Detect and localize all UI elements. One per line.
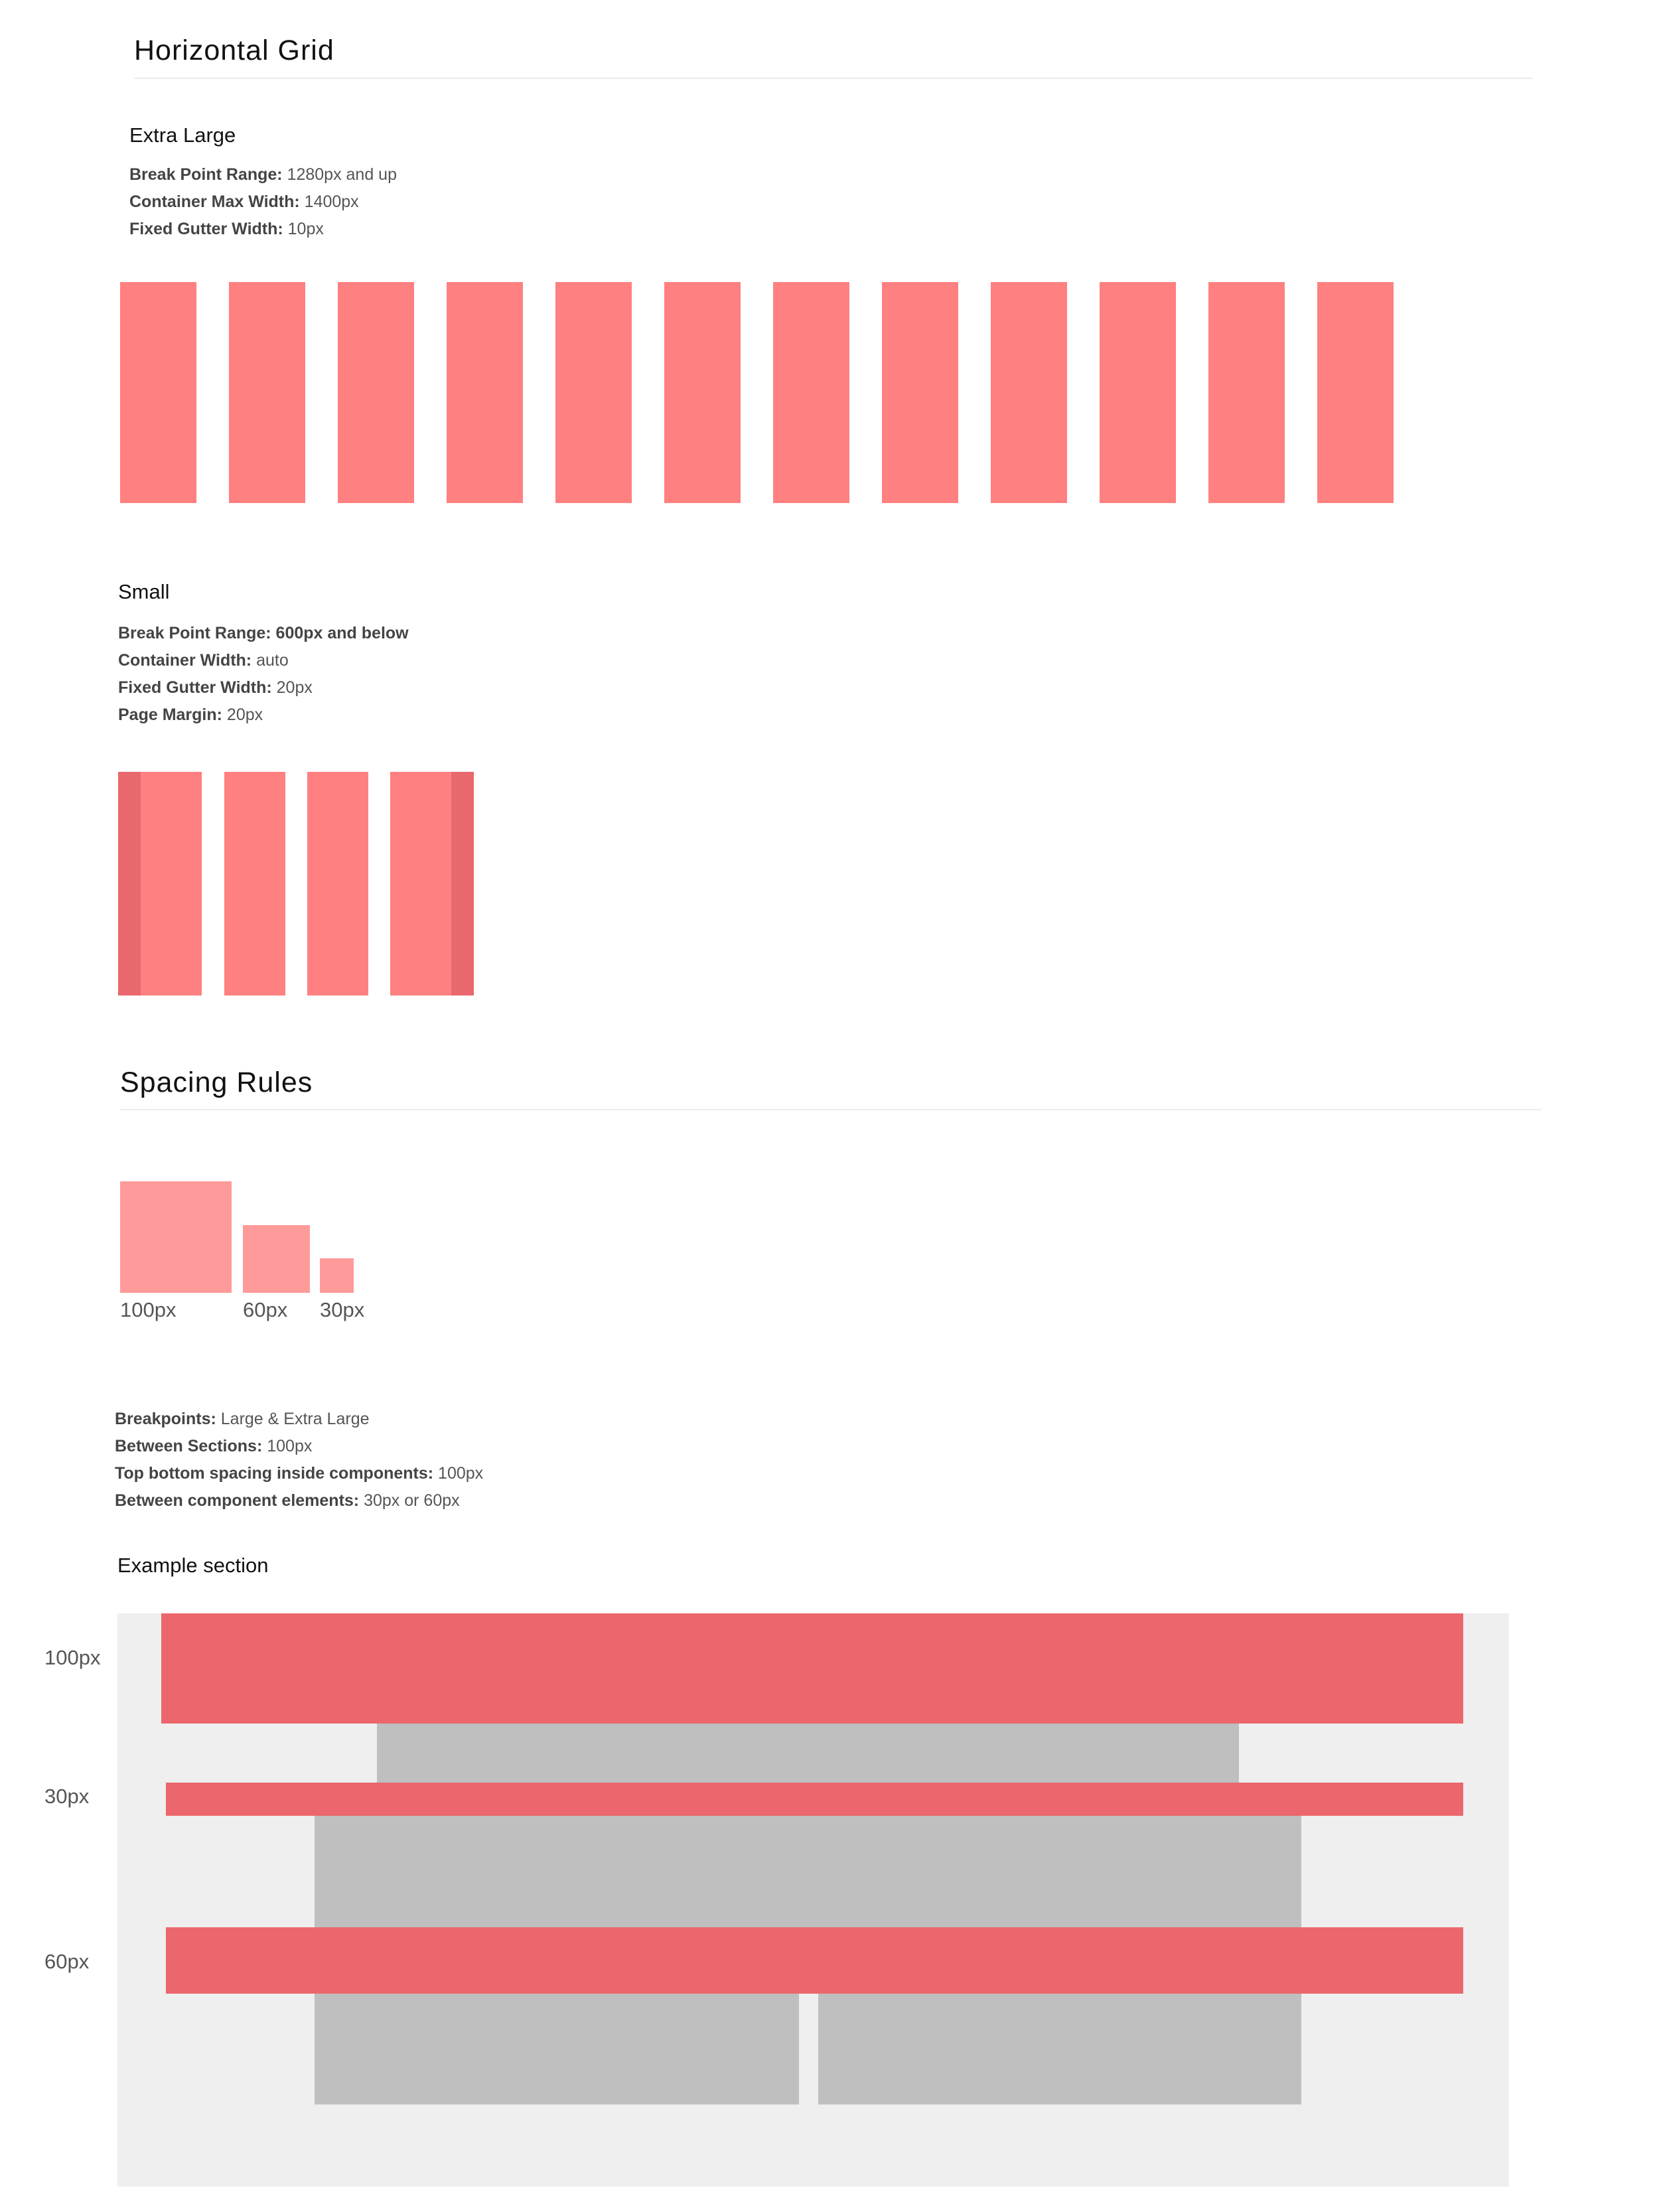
page-margin-right xyxy=(451,772,474,995)
grid-column xyxy=(1317,282,1394,503)
grid-column xyxy=(664,282,741,503)
spacer-label: 30px xyxy=(44,1785,90,1808)
extra-large-specs: Break Point Range: 1280px and up Contain… xyxy=(129,161,397,243)
spec-line: Top bottom spacing inside components: 10… xyxy=(115,1464,484,1483)
spacer-label: 100px xyxy=(44,1646,101,1669)
spacing-divider xyxy=(120,1109,1542,1110)
grid-column xyxy=(773,282,849,503)
page-margin-left xyxy=(118,772,141,995)
grid-column xyxy=(338,282,414,503)
spec-line: Page Margin: 20px xyxy=(118,705,263,724)
extra-large-heading: Extra Large xyxy=(129,123,236,147)
spacing-swatch-60 xyxy=(243,1225,310,1293)
spacing-specs: Breakpoints: Large & Extra Large Between… xyxy=(115,1406,483,1514)
spec-line: Breakpoints: Large & Extra Large xyxy=(115,1410,370,1428)
example-section-heading: Example section xyxy=(117,1554,269,1577)
grid-column xyxy=(555,282,632,503)
spec-line: Fixed Gutter Width: 20px xyxy=(118,678,313,697)
content-block xyxy=(818,1991,1301,2104)
spacing-swatch-30 xyxy=(320,1258,354,1293)
spacing-swatch-100 xyxy=(120,1181,232,1293)
grid-column xyxy=(224,772,285,995)
grid-column xyxy=(229,282,305,503)
grid-column xyxy=(882,282,958,503)
content-block xyxy=(315,1991,799,2104)
spec-line: Break Point Range: 1280px and up xyxy=(129,165,397,184)
swatch-label: 30px xyxy=(320,1298,365,1321)
grid-column xyxy=(1208,282,1285,503)
spec-line: Between Sections: 100px xyxy=(115,1437,313,1455)
swatch-label: 60px xyxy=(243,1298,288,1321)
small-specs: Break Point Range: 600px and below Conta… xyxy=(118,620,409,729)
spacer-100 xyxy=(161,1613,1463,1724)
small-heading: Small xyxy=(118,580,170,603)
page-title: Horizontal Grid xyxy=(134,35,334,66)
grid-column xyxy=(447,282,523,503)
spec-line: Break Point Range: 600px and below xyxy=(118,624,409,642)
spacer-60 xyxy=(166,1927,1463,1994)
spec-line: Between component elements: 30px or 60px xyxy=(115,1491,460,1510)
content-block xyxy=(315,1815,1301,1928)
swatch-label: 100px xyxy=(120,1298,177,1321)
spec-line: Container Max Width: 1400px xyxy=(129,192,359,211)
grid-column xyxy=(991,282,1067,503)
spacing-rules-title: Spacing Rules xyxy=(120,1067,313,1098)
content-block xyxy=(377,1723,1239,1783)
grid-column xyxy=(307,772,368,995)
spacer-label: 60px xyxy=(44,1950,90,1973)
title-divider xyxy=(134,78,1533,79)
grid-column xyxy=(120,282,196,503)
spec-line: Container Width: auto xyxy=(118,651,289,670)
grid-column xyxy=(1100,282,1176,503)
spacer-30 xyxy=(166,1783,1463,1816)
spec-line: Fixed Gutter Width: 10px xyxy=(129,220,324,238)
